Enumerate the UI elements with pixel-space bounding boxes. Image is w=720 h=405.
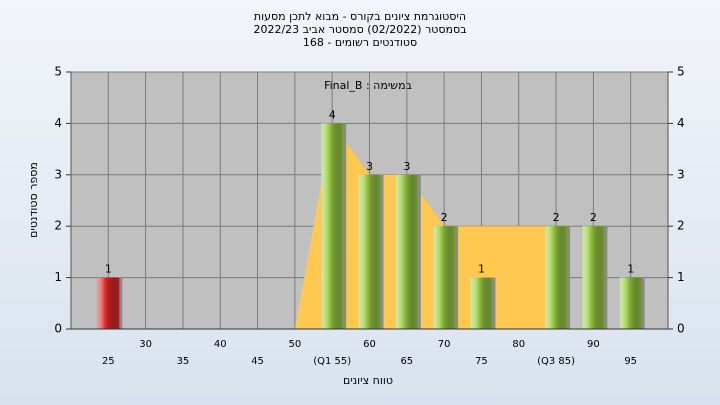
chart-subtitle: בסמסטר (02/2022) סמסטר אביב 2022/23 [253, 23, 466, 36]
x-tick-label: 65 [400, 356, 413, 367]
x-tick-label: (Q1 55) [313, 356, 351, 367]
bar-shade [358, 174, 381, 329]
bar-shade [97, 277, 120, 329]
y2-tick-label: 0 [677, 322, 685, 336]
x-tick-label: 50 [289, 339, 302, 350]
value-label: 2 [590, 211, 597, 224]
y-tick-label: 3 [54, 167, 62, 181]
bar-shade [545, 226, 568, 329]
bar-shade [470, 277, 493, 329]
value-label: 4 [329, 108, 336, 121]
y2-tick-label: 1 [677, 270, 685, 284]
bar-shade [321, 123, 344, 330]
x-tick-label: 75 [475, 356, 488, 367]
x-tick-label: 45 [251, 356, 264, 367]
x-tick-label: 40 [214, 339, 227, 350]
x-tick-label: (Q3 85) [537, 356, 575, 367]
y-axis-label: מספר סטודנטים [27, 162, 40, 238]
y-tick-label: 0 [54, 322, 62, 336]
bar-shade [433, 226, 456, 329]
y2-tick-label: 5 [677, 65, 685, 79]
value-label: 3 [366, 160, 373, 173]
y-tick-label: 2 [54, 219, 62, 233]
x-tick-label: 80 [512, 339, 525, 350]
y2-tick-label: 3 [677, 167, 685, 181]
x-axis-label: טווח ציונים [343, 374, 393, 387]
y-tick-label: 4 [54, 116, 62, 130]
chart-subtitle: סטודנטים רשומים - 168 [303, 36, 417, 49]
bar-shade [582, 226, 605, 329]
y-tick-label: 5 [54, 65, 62, 79]
x-tick-label: 60 [363, 339, 376, 350]
value-label: 1 [627, 263, 634, 276]
value-label: 1 [478, 263, 485, 276]
x-tick-label: 25 [102, 356, 115, 367]
value-label: 1 [105, 263, 112, 276]
x-tick-label: 90 [587, 339, 600, 350]
value-label: 3 [403, 160, 410, 173]
y-tick-label: 1 [54, 270, 62, 284]
y2-tick-label: 2 [677, 219, 685, 233]
bar-shade [395, 174, 418, 329]
x-tick-label: 30 [139, 339, 152, 350]
bar-shade [619, 277, 642, 329]
x-tick-label: 70 [438, 339, 451, 350]
annotation: במשימה : Final_B [324, 79, 412, 92]
value-label: 2 [441, 211, 448, 224]
x-tick-label: 35 [177, 356, 190, 367]
y2-tick-label: 4 [677, 116, 685, 130]
x-tick-label: 95 [624, 356, 637, 367]
value-label: 2 [553, 211, 560, 224]
chart-title: היסטוגרמת ציונים בקורס - מבוא לתכן מסעות [254, 10, 466, 23]
